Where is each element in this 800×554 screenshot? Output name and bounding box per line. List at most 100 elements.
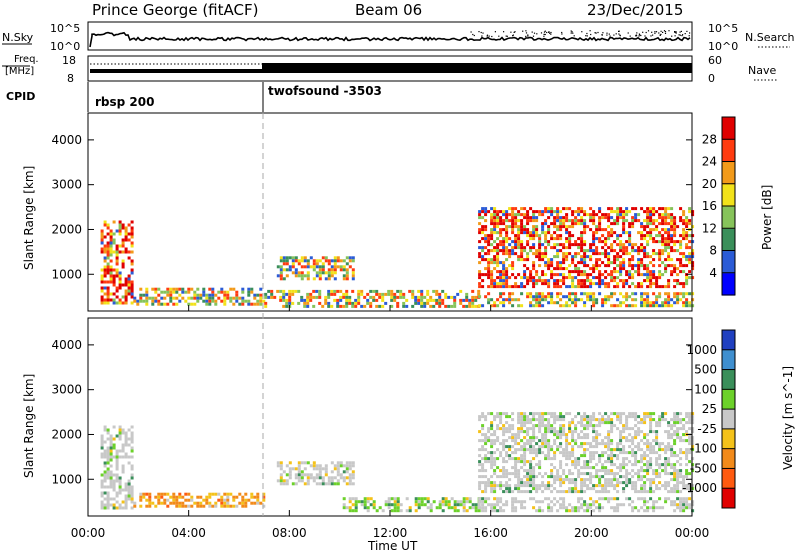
echo-cell [496, 237, 500, 241]
echo-cell [682, 433, 686, 437]
echo-cell [220, 299, 224, 303]
echo-cell [478, 285, 482, 289]
echo-cell [444, 500, 448, 504]
nsearch-point [647, 30, 650, 32]
echo-cell [658, 418, 662, 422]
echo-cell [487, 249, 491, 253]
echo-cell [541, 442, 545, 446]
echo-cell [321, 271, 325, 275]
echo-cell [499, 421, 503, 425]
echo-cell [631, 264, 635, 268]
echo-cell [532, 472, 536, 476]
echo-cell [556, 207, 560, 211]
colorbar-tick-label: 1000 [686, 343, 717, 357]
echo-cell [598, 424, 602, 428]
echo-cell [477, 289, 481, 293]
echo-cell [691, 292, 695, 296]
echo-cell [148, 501, 152, 505]
echo-cell [327, 277, 331, 281]
echo-cell [535, 442, 539, 446]
echo-cell [109, 497, 113, 501]
echo-cell [526, 228, 530, 232]
echo-cell [235, 293, 239, 297]
echo-cell [577, 267, 581, 271]
echo-cell [493, 285, 497, 289]
nsearch-point [629, 35, 631, 37]
echo-cell [517, 234, 521, 238]
echo-cell [244, 492, 248, 496]
echo-cell [592, 304, 596, 308]
echo-cell [574, 252, 578, 256]
echo-cell [679, 270, 683, 274]
echo-cell [499, 285, 503, 289]
echo-cell [438, 295, 442, 299]
nsearch-point [482, 32, 484, 34]
echo-cell [571, 421, 575, 425]
echo-cell [487, 484, 491, 488]
echo-cell [127, 497, 131, 501]
echo-cell [118, 425, 122, 429]
echo-cell [547, 228, 551, 232]
echo-cell [544, 252, 548, 256]
echo-cell [652, 213, 656, 217]
nsearch-point [488, 35, 490, 37]
echo-cell [259, 501, 263, 505]
echo-cell [616, 427, 620, 431]
echo-cell [508, 255, 512, 259]
echo-cell [330, 482, 334, 486]
echo-cell [369, 289, 373, 293]
echo-cell [366, 298, 370, 302]
echo-cell [490, 228, 494, 232]
echo-cell [634, 460, 638, 464]
echo-cell [211, 293, 215, 297]
echo-cell [619, 301, 623, 305]
echo-cell [556, 216, 560, 220]
echo-cell [655, 487, 659, 491]
echo-cell [646, 216, 650, 220]
echo-cell [607, 478, 611, 482]
echo-cell [688, 487, 692, 491]
echo-cell [655, 463, 659, 467]
echo-cell [342, 304, 346, 308]
echo-cell [586, 503, 590, 507]
echo-cell [664, 497, 668, 501]
echo-cell [481, 448, 485, 452]
nsearch-point [572, 32, 574, 34]
station-title: Prince George (fitACF) [92, 1, 258, 19]
echo-cell [288, 467, 292, 471]
echo-cell [556, 279, 560, 283]
echo-cell [100, 503, 104, 507]
echo-cell [505, 451, 509, 455]
echo-cell [342, 265, 346, 269]
nsearch-point [671, 35, 673, 37]
echo-cell [505, 219, 509, 223]
echo-cell [685, 463, 689, 467]
echo-cell [303, 473, 307, 477]
echo-cell [553, 457, 557, 461]
echo-cell [673, 418, 677, 422]
echo-cell [253, 302, 257, 306]
echo-cell [661, 285, 665, 289]
echo-cell [487, 264, 491, 268]
echo-cell [574, 285, 578, 289]
echo-cell [130, 280, 134, 284]
echo-cell [556, 295, 560, 299]
echo-cell [610, 506, 614, 510]
echo-cell [643, 210, 647, 214]
echo-cell [514, 457, 518, 461]
echo-cell [351, 497, 355, 501]
echo-cell [619, 249, 623, 253]
echo-cell [502, 219, 506, 223]
echo-cell [586, 213, 590, 217]
echo-cell [118, 479, 122, 483]
echo-cell [196, 287, 200, 291]
echo-cell [610, 442, 614, 446]
echo-cell [601, 421, 605, 425]
echo-cell [664, 240, 668, 244]
echo-cell [682, 509, 686, 513]
echo-cell [276, 274, 280, 278]
echo-cell [685, 222, 689, 226]
echo-cell [550, 509, 554, 513]
echo-cell [127, 274, 131, 278]
echo-cell [493, 433, 497, 437]
